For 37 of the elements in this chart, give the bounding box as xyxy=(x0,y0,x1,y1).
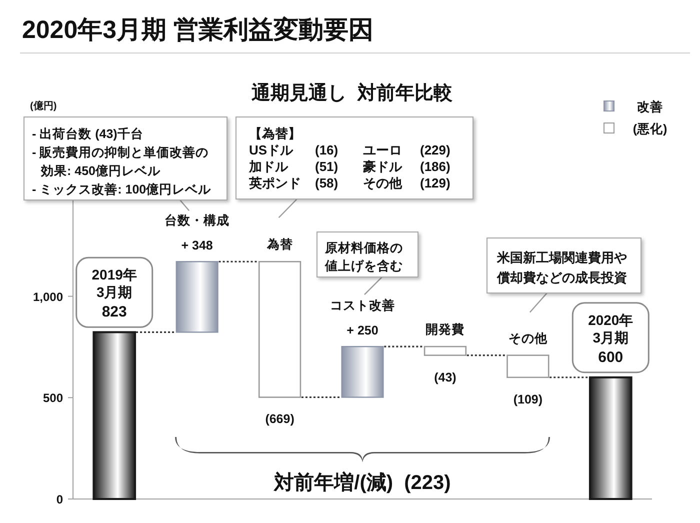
annotation: 加ドル xyxy=(249,159,288,174)
ytick: 500 xyxy=(42,391,63,406)
ytick: 1,000 xyxy=(32,290,63,304)
annotation: (58) xyxy=(315,176,338,190)
annotation: 【為替】 xyxy=(249,126,301,141)
ytick: 0 xyxy=(56,492,63,506)
annotation: 原材料価格の xyxy=(325,241,403,255)
annotation: 値上げを含む xyxy=(325,259,403,273)
category: コスト改善 xyxy=(330,298,395,313)
annotation: 償却費などの成長投資 xyxy=(497,270,627,285)
subtitle: 通期見通し 対前年比較 xyxy=(252,83,452,104)
annotation: (229) xyxy=(420,142,450,158)
annotation: (129) xyxy=(420,176,450,190)
annotation: 米国新工場関連費用や xyxy=(497,250,627,265)
annotation: 対前年増/(減) (223) xyxy=(274,472,451,494)
annotation: 効果: 450億円レベル xyxy=(41,164,160,178)
annotation: (51) xyxy=(315,159,338,174)
annotation: - ミックス改善: 100億円レベル xyxy=(32,182,212,196)
title: 2020年3月期 営業利益変動要因 xyxy=(22,16,374,44)
category: 台数・構成 xyxy=(164,214,230,228)
category: 為替 xyxy=(266,238,293,252)
category: 開発費 xyxy=(426,322,465,337)
annotation: - 販売費用の抑制と単価改善の xyxy=(32,146,209,160)
annotation: 豪ドル xyxy=(363,159,402,174)
category: 3月期 xyxy=(96,284,132,300)
category: 3月期 xyxy=(592,329,629,346)
annotation: 英ポンド xyxy=(249,176,301,190)
category: 2020年 xyxy=(588,312,634,328)
annotation: - 出荷台数 (43)千台 xyxy=(32,127,144,141)
annotation: (億円) xyxy=(30,101,57,112)
annotation: その他 xyxy=(363,176,402,190)
category: その他 xyxy=(508,331,548,346)
annotation: (16) xyxy=(315,142,338,158)
annotation: (186) xyxy=(420,159,450,174)
annotation: USドル xyxy=(249,142,294,158)
category: 2019年 xyxy=(92,266,137,283)
annotation: ユーロ xyxy=(363,142,402,158)
